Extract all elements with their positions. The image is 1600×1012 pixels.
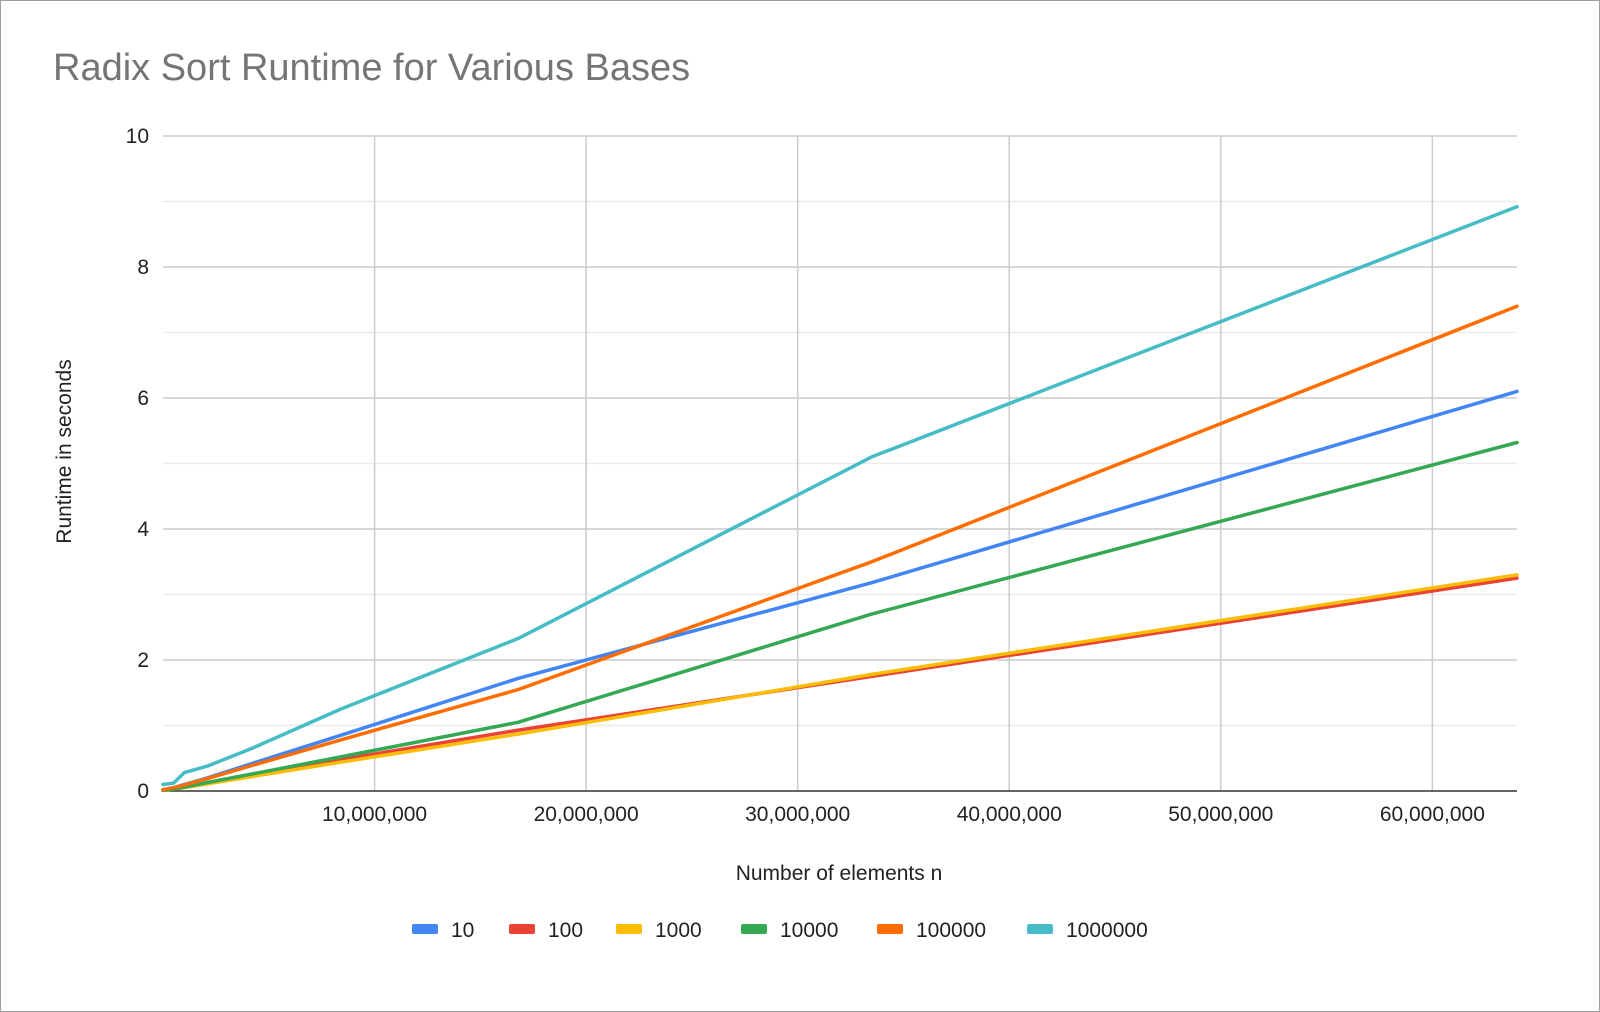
y-axis-title: Runtime in seconds bbox=[53, 359, 76, 543]
x-tick-label: 50,000,000 bbox=[1168, 803, 1273, 826]
legend-label-1000000[interactable]: 1000000 bbox=[1066, 919, 1148, 942]
series-lines bbox=[161, 204, 1519, 793]
x-tick-labels: 10,000,000 20,000,000 30,000,000 40,000,000… bbox=[322, 803, 1485, 826]
series-line-1000000 bbox=[161, 204, 1519, 787]
y-tick-label: 8 bbox=[137, 256, 149, 279]
y-tick-label: 2 bbox=[137, 649, 149, 672]
x-tick-label: 10,000,000 bbox=[322, 803, 427, 826]
y-tick-label: 6 bbox=[137, 387, 149, 410]
grid-layer bbox=[163, 135, 1517, 791]
legend-swatch-100000 bbox=[877, 924, 903, 934]
legend-label-10[interactable]: 10 bbox=[451, 919, 474, 942]
x-axis-title: Number of elements n bbox=[736, 862, 943, 885]
legend-swatch-100 bbox=[509, 924, 535, 934]
x-tick-label: 40,000,000 bbox=[957, 803, 1062, 826]
legend-swatch-10 bbox=[412, 924, 438, 934]
y-tick-labels: 0 2 4 6 8 10 bbox=[126, 125, 150, 803]
legend-swatch-1000000 bbox=[1027, 924, 1053, 934]
x-tick-label: 20,000,000 bbox=[534, 803, 639, 826]
legend-label-100000[interactable]: 100000 bbox=[916, 919, 986, 942]
legend-swatch-1000 bbox=[616, 924, 642, 934]
x-tick-label: 60,000,000 bbox=[1380, 803, 1485, 826]
legend-label-1000[interactable]: 1000 bbox=[655, 919, 702, 942]
y-tick-label: 4 bbox=[137, 518, 149, 541]
series-line-100000 bbox=[161, 304, 1519, 792]
series-line-10000 bbox=[161, 440, 1519, 793]
legend-label-100[interactable]: 100 bbox=[548, 919, 583, 942]
series-line-10 bbox=[161, 389, 1519, 792]
x-tick-label: 30,000,000 bbox=[745, 803, 850, 826]
y-tick-label: 0 bbox=[137, 780, 149, 803]
legend-label-10000[interactable]: 10000 bbox=[780, 919, 838, 942]
chart-title: Radix Sort Runtime for Various Bases bbox=[53, 47, 691, 89]
y-tick-label: 10 bbox=[126, 125, 149, 148]
legend-swatch-10000 bbox=[741, 924, 767, 934]
legend[interactable]: 10 100 1000 10000 100000 1000000 bbox=[412, 919, 1148, 942]
